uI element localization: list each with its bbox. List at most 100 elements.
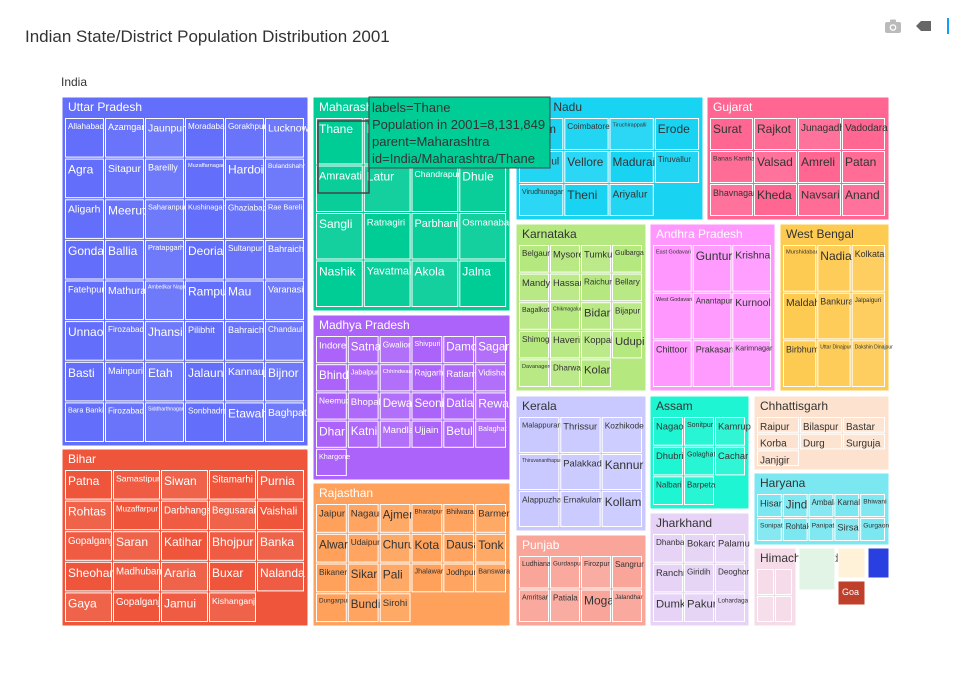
district-tile-gurgaon[interactable]: [860, 518, 886, 541]
district-tile-gaya[interactable]: [65, 592, 112, 623]
state-tile-tripura[interactable]: [798, 547, 836, 591]
district-tile-durg[interactable]: [800, 433, 842, 450]
district-tile-ambala[interactable]: [808, 494, 834, 517]
district-tile-thrissur[interactable]: [560, 417, 601, 453]
district-tile-parbhani[interactable]: [411, 213, 459, 260]
district-tile-sirohi[interactable]: [379, 593, 411, 623]
district-tile-rajgarh[interactable]: [411, 364, 443, 392]
district-tile-kurnool[interactable]: [732, 292, 771, 340]
district-tile-gurdaspur[interactable]: [550, 556, 580, 589]
district-tile-ernakulam[interactable]: [560, 491, 601, 527]
district-tile-koppal[interactable]: [581, 330, 611, 359]
district-tile-nagaon[interactable]: [653, 417, 683, 446]
district-tile-palamu[interactable]: [715, 534, 745, 563]
district-tile-shimla[interactable]: [757, 596, 774, 622]
district-tile-chhindwara[interactable]: [379, 364, 411, 392]
district-tile-sitamarhi[interactable]: [209, 470, 256, 500]
district-tile-dausa[interactable]: [443, 533, 475, 563]
district-tile-dakshin-dinajpur[interactable]: [851, 340, 886, 387]
district-tile-nalbari[interactable]: [653, 476, 683, 505]
district-tile-begusarai[interactable]: [209, 500, 256, 531]
district-tile-dumka[interactable]: [653, 593, 683, 622]
district-tile-virudhunagar[interactable]: [519, 184, 564, 216]
district-tile-karnal[interactable]: [834, 494, 860, 517]
district-tile-bilaspur[interactable]: [800, 417, 842, 433]
district-tile-khargone[interactable]: [316, 448, 347, 476]
district-tile-deoghar[interactable]: [715, 563, 745, 593]
district-tile-rohtas[interactable]: [65, 500, 112, 531]
district-tile-sultanpur[interactable]: [225, 239, 264, 280]
district-tile-barmer[interactable]: [475, 504, 507, 533]
district-tile-sangrur[interactable]: [612, 556, 642, 589]
district-tile-indore[interactable]: [316, 336, 347, 364]
district-tile-jhansi[interactable]: [145, 321, 184, 361]
district-tile-bundi[interactable]: [347, 593, 379, 623]
district-tile-fatehpur[interactable]: [65, 280, 104, 321]
district-tile-katihar[interactable]: [161, 531, 208, 561]
district-tile-azamgarh[interactable]: [105, 118, 144, 158]
district-tile-shimoga[interactable]: [519, 330, 549, 359]
district-tile-amreli[interactable]: [798, 151, 841, 183]
district-tile-bastar[interactable]: [843, 417, 885, 433]
district-tile-junagadh[interactable]: [798, 118, 841, 150]
district-tile-ratnagiri[interactable]: [363, 213, 411, 260]
treemap-root-label[interactable]: India: [61, 75, 88, 89]
district-tile-mathura[interactable]: [105, 280, 144, 321]
district-tile-bhind[interactable]: [316, 364, 347, 392]
district-tile-ambedkar-nagar[interactable]: [145, 280, 184, 321]
district-tile-mandya[interactable]: [519, 273, 549, 302]
district-tile-bhavnagar[interactable]: [710, 184, 753, 216]
district-tile-etawah[interactable]: [225, 402, 264, 442]
district-tile-balaghat[interactable]: [475, 420, 507, 448]
state-goa[interactable]: Goa: [837, 580, 866, 606]
district-tile-moga[interactable]: [581, 589, 611, 622]
district-tile-siwan[interactable]: [161, 470, 208, 500]
district-tile-erode[interactable]: [654, 118, 700, 150]
district-tile-bijapur[interactable]: [612, 302, 642, 330]
state-karnataka[interactable]: Karnataka Belgaum Mysore Tumkur Gulbarga Mand…: [515, 223, 647, 392]
district-tile-madhubani[interactable]: [113, 561, 160, 592]
district-tile-giridih[interactable]: [684, 563, 714, 593]
district-tile-sagar[interactable]: [475, 336, 507, 364]
district-tile-thane[interactable]: [316, 118, 363, 165]
district-tile-hisar[interactable]: [757, 494, 782, 517]
district-tile-yavatmal[interactable]: [363, 260, 411, 307]
district-tile-bara-banki[interactable]: [65, 402, 104, 442]
district-tile-nagaur[interactable]: [347, 504, 379, 533]
district-tile-murshidabad[interactable]: [783, 245, 817, 292]
district-tile-thiruvananthapuram[interactable]: [519, 454, 560, 490]
district-tile-etah[interactable]: [145, 361, 184, 402]
district-tile-mau[interactable]: [225, 280, 264, 321]
district-tile-bokaro[interactable]: [684, 534, 714, 563]
district-tile-ludhiana[interactable]: [519, 556, 549, 589]
district-tile-surat[interactable]: [710, 118, 753, 150]
tag-icon[interactable]: [913, 16, 933, 36]
district-tile-pratapgarh[interactable]: [145, 239, 184, 280]
district-tile-jabalpur[interactable]: [347, 364, 379, 392]
district-tile-banas-kantha[interactable]: [710, 151, 753, 183]
district-tile-bhopal[interactable]: [347, 392, 379, 420]
district-tile-bahraich[interactable]: [265, 239, 304, 280]
state-kerala[interactable]: Kerala Malappuram Thrissur Kozhikode Thiruva…: [515, 395, 647, 532]
district-tile-sangli[interactable]: [316, 213, 363, 260]
district-tile-gopalganj[interactable]: [113, 592, 160, 623]
district-tile-dhule[interactable]: [459, 165, 507, 212]
district-tile-anantapur[interactable]: [692, 292, 732, 340]
district-tile-bellary[interactable]: [612, 273, 642, 302]
district-tile-janjgir[interactable]: [757, 450, 799, 466]
district-tile-navsari[interactable]: [798, 184, 841, 216]
district-tile-ratlam[interactable]: [443, 364, 475, 392]
district-tile-bharatpur[interactable]: [411, 504, 443, 533]
state-gujarat[interactable]: Gujarat Surat Rajkot Junagadh Vadodara Banas …: [706, 96, 890, 221]
district-tile-jaunpur[interactable]: [145, 118, 184, 158]
district-tile-jalandhar[interactable]: [612, 589, 642, 622]
district-tile-katni[interactable]: [347, 420, 379, 448]
district-tile-betul[interactable]: [443, 420, 475, 448]
state-west-bengal[interactable]: West Bengal Murshidabad Nadia Kolkata Maldah…: [779, 223, 893, 392]
district-tile-vaishali[interactable]: [257, 500, 304, 531]
district-tile-buxar[interactable]: [209, 561, 256, 592]
district-tile-raipur[interactable]: [757, 417, 799, 433]
district-tile-nalanda[interactable]: [257, 561, 304, 592]
district-tile-sonbhadra[interactable]: [185, 402, 224, 442]
